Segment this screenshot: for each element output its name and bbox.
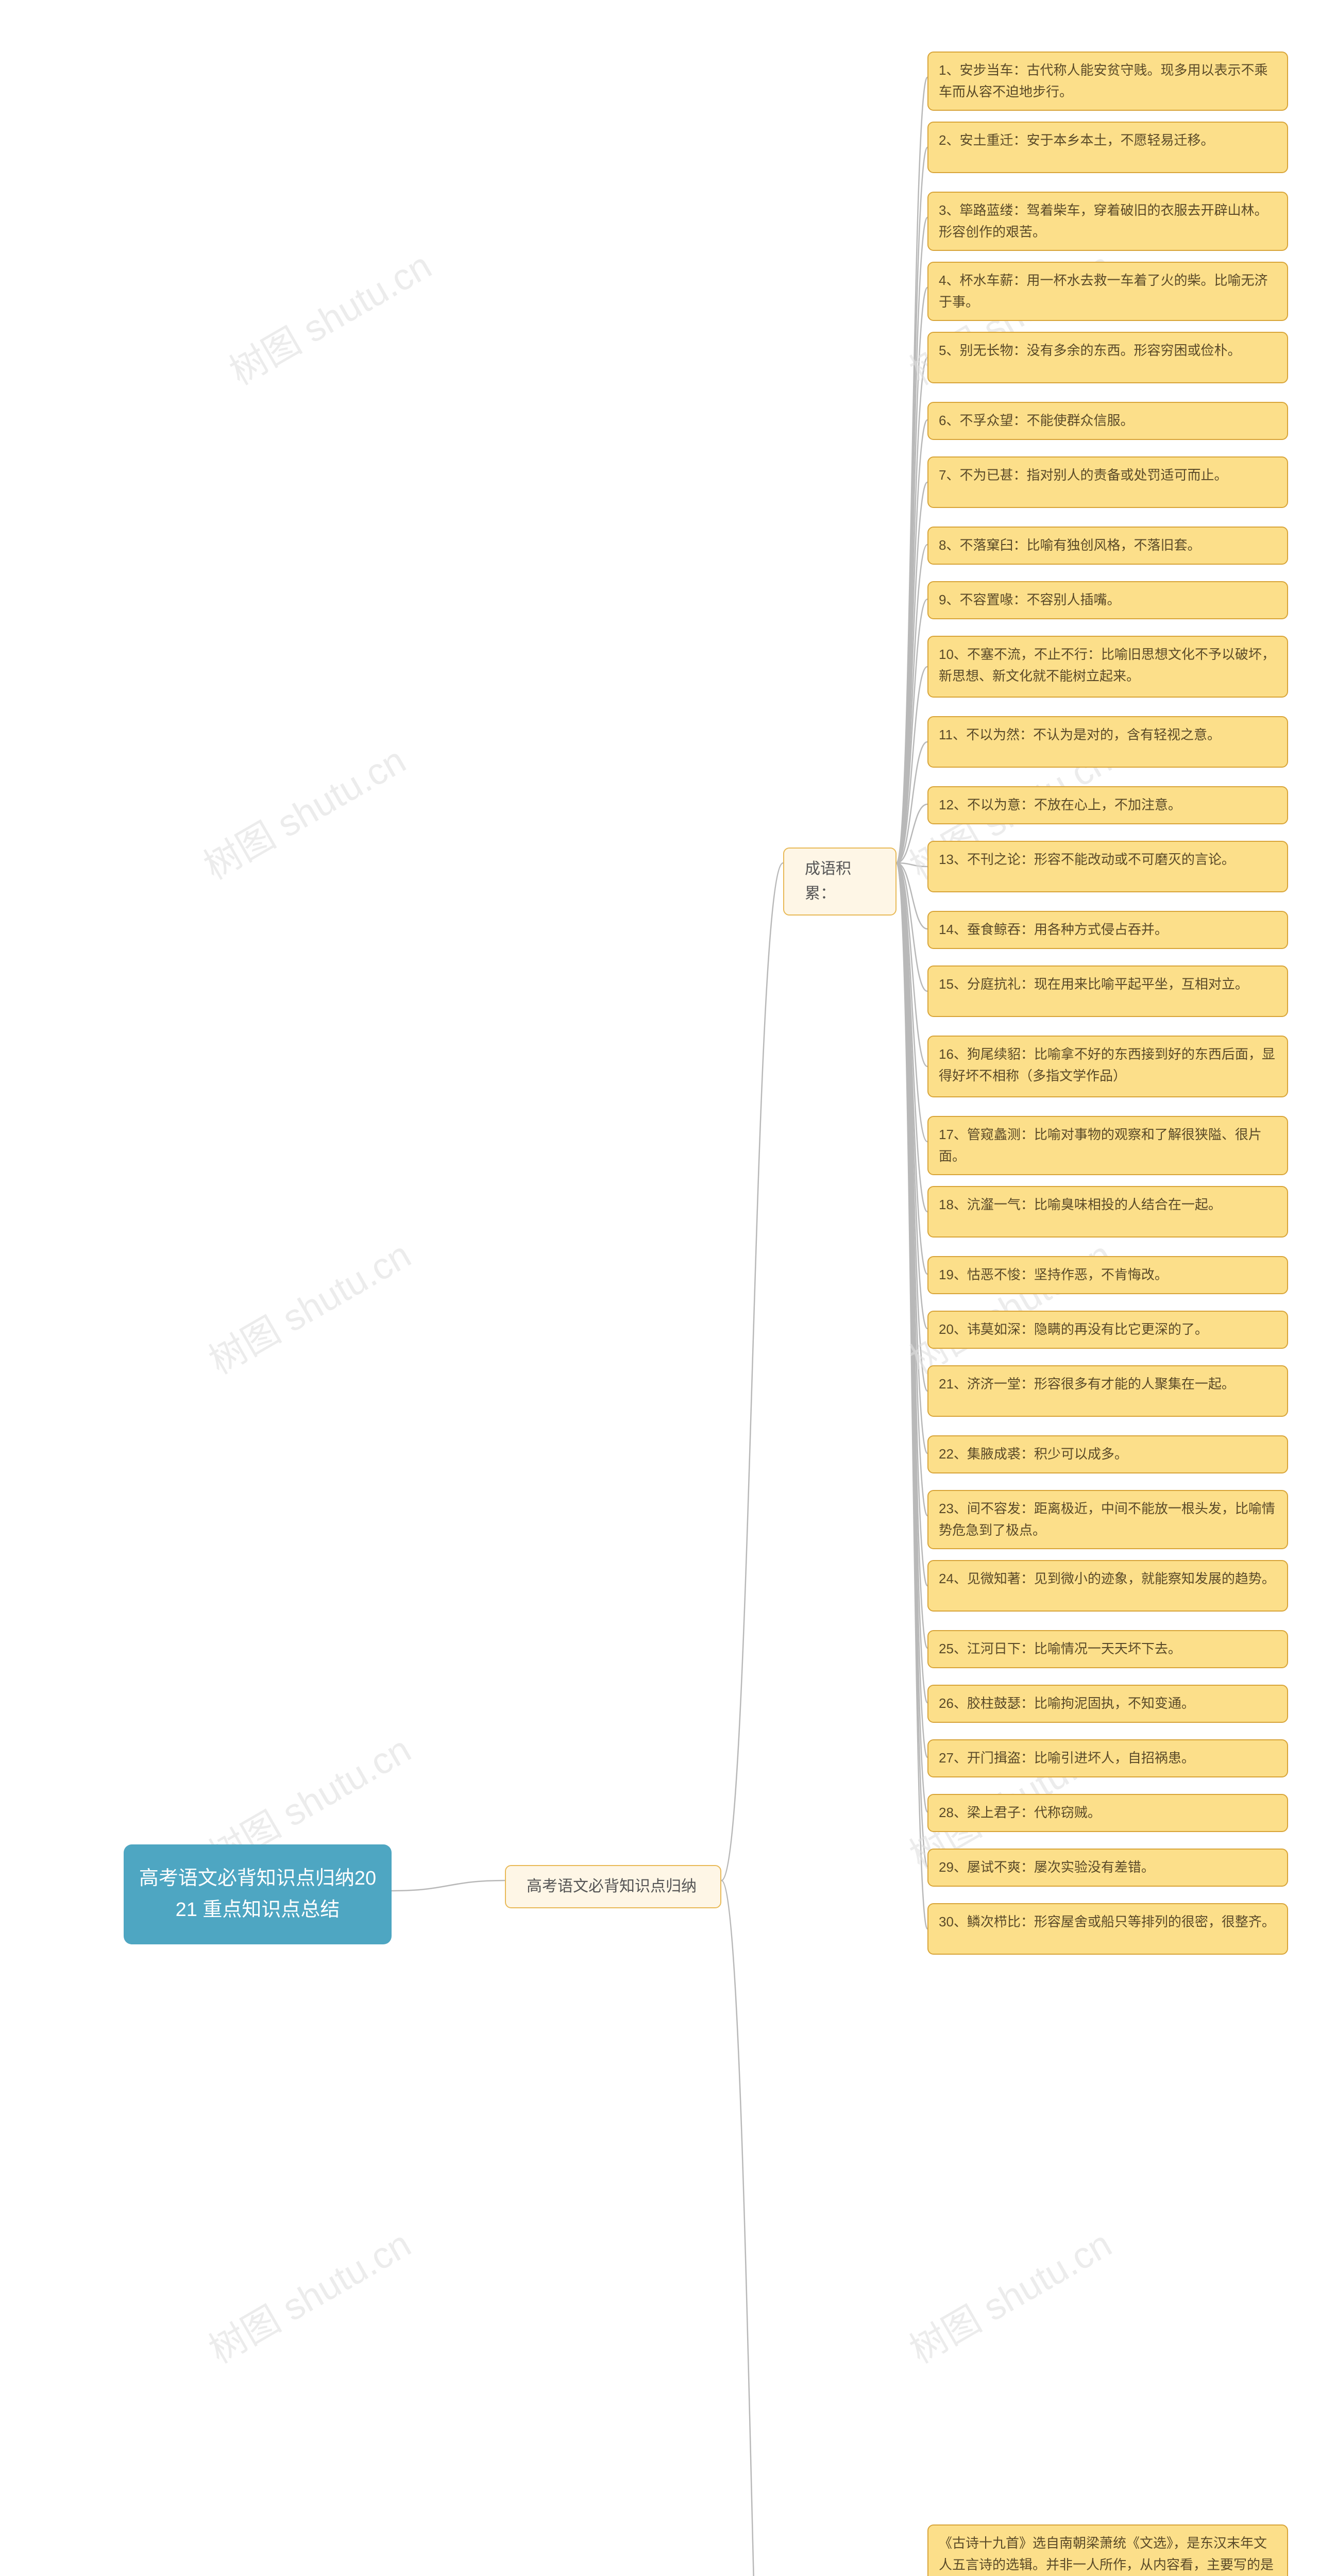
idiom-leaf: 29、屡试不爽：屡次实验没有差错。: [927, 1849, 1288, 1887]
watermark: 树图 shutu.cn: [218, 236, 439, 395]
idiom-leaf: 27、开门揖盗：比喻引进坏人，自招祸患。: [927, 1739, 1288, 1777]
idiom-leaf: 22、集腋成裘：积少可以成多。: [927, 1435, 1288, 1473]
idiom-leaf: 25、江河日下：比喻情况一天天坏下去。: [927, 1630, 1288, 1668]
level1-node: 高考语文必背知识点归纳: [505, 1865, 721, 1908]
idiom-leaf: 7、不为已甚：指对别人的责备或处罚适可而止。: [927, 456, 1288, 508]
idiom-leaf: 9、不容置喙：不容别人插嘴。: [927, 581, 1288, 619]
root-node: 高考语文必背知识点归纳2021 重点知识点总结: [124, 1844, 392, 1944]
idiom-leaf: 3、筚路蓝缕：驾着柴车，穿着破旧的衣服去开辟山林。形容创作的艰苦。: [927, 192, 1288, 251]
idiom-leaf: 4、杯水车薪：用一杯水去救一车着了火的柴。比喻无济于事。: [927, 262, 1288, 321]
idiom-leaf: 2、安土重迁：安于本乡本土，不愿轻易迁移。: [927, 122, 1288, 173]
idiom-leaf: 1、安步当车：古代称人能安贫守贱。现多用以表示不乘车而从容不迫地步行。: [927, 52, 1288, 111]
idiom-leaf: 24、见微知著：见到微小的迹象，就能察知发展的趋势。: [927, 1560, 1288, 1612]
watermark: 树图 shutu.cn: [197, 2214, 419, 2374]
idiom-leaf: 21、济济一堂：形容很多有才能的人聚集在一起。: [927, 1365, 1288, 1417]
idiom-leaf: 8、不落窠臼：比喻有独创风格，不落旧套。: [927, 527, 1288, 565]
idiom-leaf: 28、梁上君子：代称窃贼。: [927, 1794, 1288, 1832]
watermark: 树图 shutu.cn: [197, 1225, 419, 1384]
idiom-leaf: 5、别无长物：没有多余的东西。形容穷困或俭朴。: [927, 332, 1288, 383]
idiom-leaf: 17、管窥蠡测：比喻对事物的观察和了解很狭隘、很片面。: [927, 1116, 1288, 1175]
idiom-leaf: 11、不以为然：不认为是对的，含有轻视之意。: [927, 716, 1288, 768]
idiom-leaf: 6、不孚众望：不能使群众信服。: [927, 402, 1288, 440]
idiom-leaf: 12、不以为意：不放在心上，不加注意。: [927, 786, 1288, 824]
idiom-leaf: 18、沆瀣一气：比喻臭味相投的人结合在一起。: [927, 1186, 1288, 1238]
idiom-leaf: 30、鳞次栉比：形容屋舍或船只等排列的很密，很整齐。: [927, 1903, 1288, 1955]
watermark: 树图 shutu.cn: [192, 731, 414, 890]
watermark: 树图 shutu.cn: [898, 1225, 1120, 1384]
idiom-leaf: 23、间不容发：距离极近，中间不能放一根头发，比喻情势危急到了极点。: [927, 1490, 1288, 1549]
culture-leaf: 《古诗十九首》选自南朝梁萧统《文选》，是东汉末年文人五言诗的选辑。并非一人所作，…: [927, 2524, 1288, 2576]
idiom-leaf: 10、不塞不流，不止不行：比喻旧思想文化不予以破坏，新思想、新文化就不能树立起来…: [927, 636, 1288, 698]
idiom-leaf: 20、讳莫如深：隐瞒的再没有比它更深的了。: [927, 1311, 1288, 1349]
idiom-leaf: 13、不刊之论：形容不能改动或不可磨灭的言论。: [927, 841, 1288, 892]
idiom-leaf: 14、蚕食鲸吞：用各种方式侵占吞并。: [927, 911, 1288, 949]
idiom-leaf: 15、分庭抗礼：现在用来比喻平起平坐，互相对立。: [927, 965, 1288, 1017]
branch-idioms: 成语积累：: [783, 848, 897, 916]
watermark: 树图 shutu.cn: [898, 2214, 1120, 2374]
idiom-leaf: 19、怙恶不悛：坚持作恶，不肯悔改。: [927, 1256, 1288, 1294]
idiom-leaf: 26、胶柱鼓瑟：比喻拘泥固执，不知变通。: [927, 1685, 1288, 1723]
idiom-leaf: 16、狗尾续貂：比喻拿不好的东西接到好的东西后面，显得好坏不相称（多指文学作品）: [927, 1036, 1288, 1097]
